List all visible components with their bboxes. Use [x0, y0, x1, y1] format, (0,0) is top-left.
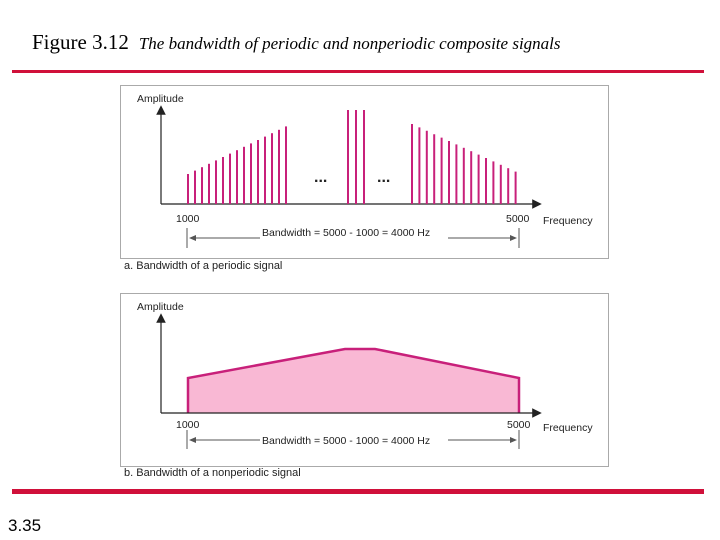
frequency-label: Frequency [543, 215, 593, 227]
continuous-spectrum-outline [186, 347, 521, 413]
page-number: 3.35 [8, 516, 42, 535]
nonperiodic-spectrum-diagram: Amplitude 1000 5000 Frequency Bandwidth … [137, 301, 593, 449]
amplitude-label: Amplitude [137, 301, 184, 313]
bandwidth-label: Bandwidth = 5000 - 1000 = 4000 Hz [262, 435, 430, 447]
x-start-label: 1000 [176, 419, 200, 431]
periodic-spectrum-diagram: Amplitude ... ... 1000 5000 Frequency Ba… [137, 93, 593, 248]
figure-caption: The bandwidth of periodic and nonperiodi… [138, 34, 561, 53]
periodic-signal-panel: Amplitude ... ... 1000 5000 Frequency Ba… [120, 85, 609, 259]
x-end-label: 5000 [506, 213, 530, 225]
figure-title: Figure 3.12 The bandwidth of periodic and… [32, 30, 561, 55]
figure-number: Figure 3.12 [32, 30, 129, 54]
x-start-label: 1000 [176, 213, 200, 225]
periodic-caption: a. Bandwidth of a periodic signal [124, 260, 283, 272]
continuous-spectrum-area [188, 349, 519, 413]
top-rule [12, 70, 704, 73]
frequency-label: Frequency [543, 422, 593, 434]
ellipsis-left: ... [314, 169, 327, 186]
amplitude-label: Amplitude [137, 93, 184, 105]
bandwidth-label: Bandwidth = 5000 - 1000 = 4000 Hz [262, 227, 430, 239]
spectral-lines [187, 110, 517, 204]
nonperiodic-caption: b. Bandwidth of a nonperiodic signal [124, 467, 301, 479]
nonperiodic-signal-panel: Amplitude 1000 5000 Frequency Bandwidth … [120, 293, 609, 467]
bottom-rule [12, 489, 704, 494]
x-end-label: 5000 [507, 419, 531, 431]
ellipsis-right: ... [377, 169, 390, 186]
